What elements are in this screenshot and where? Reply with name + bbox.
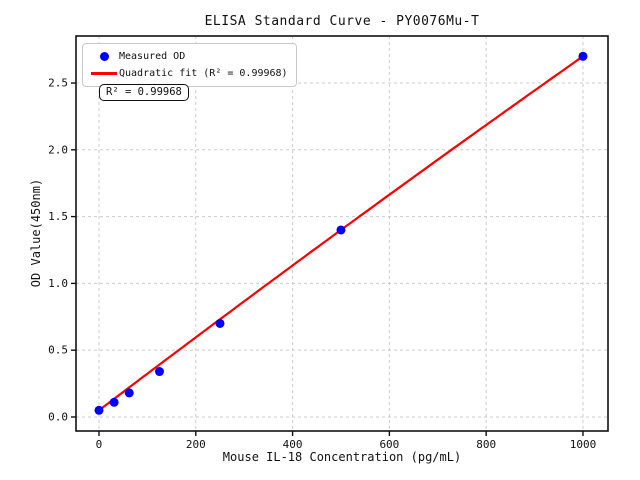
x-tick-label: 400 [283, 438, 303, 451]
axes-border [75, 35, 609, 432]
data-point [154, 367, 164, 377]
x-tick-label: 800 [476, 438, 496, 451]
data-point [336, 225, 346, 235]
y-tick-label: 2.0 [48, 143, 68, 156]
legend-label-quadratic-fit: Quadratic fit (R² = 0.99968) [119, 68, 288, 79]
legend-marker-cell [89, 52, 119, 61]
legend: Measured OD Quadratic fit (R² = 0.99968) [82, 43, 297, 87]
x-tick-label: 1000 [570, 438, 597, 451]
quadratic-fit-line-icon [91, 72, 117, 75]
data-point [109, 397, 119, 407]
data-point [94, 405, 104, 415]
x-axis-label: Mouse IL-18 Concentration (pg/mL) [222, 450, 462, 464]
r-squared-annotation: R² = 0.99968 [99, 84, 189, 101]
legend-marker-cell [89, 72, 119, 75]
x-tick-label: 200 [186, 438, 206, 451]
y-tick-label: 0.0 [48, 410, 68, 423]
x-tick-label: 0 [96, 438, 103, 451]
data-point [124, 388, 134, 398]
x-tick-label: 600 [379, 438, 399, 451]
y-tick-label: 1.5 [48, 210, 68, 223]
y-tick-label: 0.5 [48, 344, 68, 357]
measured-od-dot-icon [99, 52, 109, 61]
data-point [578, 51, 588, 61]
y-tick-label: 1.0 [48, 277, 68, 290]
legend-label-measured-od: Measured OD [119, 51, 186, 62]
legend-item-measured-od: Measured OD [89, 48, 288, 65]
y-tick-label: 2.5 [48, 77, 68, 90]
legend-item-quadratic-fit: Quadratic fit (R² = 0.99968) [89, 65, 288, 82]
data-point [215, 318, 225, 328]
chart-title: ELISA Standard Curve - PY0076Mu-T [204, 14, 480, 29]
y-axis-label: OD Value(450nm) [29, 178, 43, 288]
